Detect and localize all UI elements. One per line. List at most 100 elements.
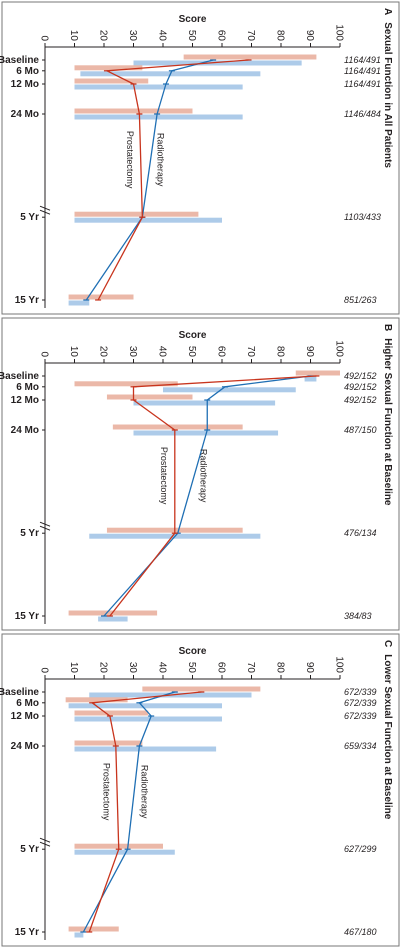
radiotherapy-iqr-band xyxy=(74,849,175,855)
x-tick-label: 12 Mo xyxy=(11,79,39,90)
prostatectomy-iqr-band xyxy=(142,686,261,692)
radiotherapy-iqr-band xyxy=(74,114,243,120)
y-tick-label: 40 xyxy=(157,30,168,42)
y-tick-label: 10 xyxy=(68,30,79,42)
y-tick-label: 10 xyxy=(68,662,79,674)
axis-break-mark xyxy=(39,837,51,843)
prostatectomy-line xyxy=(88,691,202,933)
panel-title: C Lower Sexual Function at Baseline xyxy=(382,640,393,820)
x-tick-label: 5 Yr xyxy=(20,212,39,223)
y-tick-label: 90 xyxy=(304,346,315,358)
panel-letter: C xyxy=(382,640,393,647)
radiotherapy-iqr-band xyxy=(133,400,276,406)
y-tick-label: 40 xyxy=(157,662,168,674)
prostatectomy-iqr-band xyxy=(74,381,178,387)
y-tick-label: 20 xyxy=(98,30,109,42)
y-tick-label: 100 xyxy=(334,24,345,41)
prostatectomy-iqr-band xyxy=(74,78,149,84)
y-axis-label: Score xyxy=(179,646,207,657)
x-tick-label: 6 Mo xyxy=(16,382,39,393)
sample-size-label: 467/180 xyxy=(344,927,377,937)
x-tick-label: Baseline xyxy=(0,371,39,382)
panel-title: B Higher Sexual Function at Baseline xyxy=(382,324,393,506)
y-tick-label: 80 xyxy=(275,662,286,674)
panel-letter: A xyxy=(382,8,393,15)
radiotherapy-iqr-band xyxy=(74,84,243,90)
radiotherapy-iqr-band xyxy=(74,716,222,722)
axis-break-mark xyxy=(39,209,51,215)
x-tick-label: 5 Yr xyxy=(20,528,39,539)
radiotherapy-series-label: Radiotherapy xyxy=(199,449,209,503)
radiotherapy-iqr-band xyxy=(74,932,84,938)
sample-size-label: 672/339 xyxy=(344,711,377,721)
radiotherapy-iqr-band xyxy=(74,217,222,223)
prostatectomy-iqr-band xyxy=(74,65,143,71)
prostatectomy-series-label: Prostatectomy xyxy=(125,131,135,189)
y-tick-label: 50 xyxy=(186,662,197,674)
radiotherapy-iqr-band xyxy=(304,376,317,382)
x-tick-label: 5 Yr xyxy=(20,844,39,855)
x-tick-label: 15 Yr xyxy=(15,927,39,938)
x-tick-label: 15 Yr xyxy=(15,295,39,306)
y-tick-label: 50 xyxy=(186,346,197,358)
x-tick-label: 15 Yr xyxy=(15,611,39,622)
sample-size-label: 492/152 xyxy=(344,395,377,405)
panel-border xyxy=(1,317,400,631)
axis-break-mark xyxy=(39,841,51,847)
panel-title-text: Lower Sexual Function at Baseline xyxy=(382,654,393,819)
x-tick-label: 6 Mo xyxy=(16,698,39,709)
prostatectomy-line xyxy=(97,59,249,301)
radiotherapy-series-label: Radiotherapy xyxy=(156,133,166,187)
x-tick-label: 6 Mo xyxy=(16,66,39,77)
prostatectomy-iqr-band xyxy=(74,740,143,746)
y-tick-label: 0 xyxy=(39,667,50,673)
y-tick-label: 30 xyxy=(127,30,138,42)
y-tick-label: 60 xyxy=(216,346,227,358)
prostatectomy-iqr-band xyxy=(295,370,340,376)
sample-size-label: 384/83 xyxy=(344,611,372,621)
radiotherapy-line xyxy=(103,375,311,617)
radiotherapy-iqr-band xyxy=(74,746,217,752)
sample-size-label: 672/339 xyxy=(344,687,377,697)
y-tick-label: 90 xyxy=(304,30,315,42)
y-tick-label: 30 xyxy=(127,346,138,358)
sample-size-label: 1164/491 xyxy=(344,66,381,76)
sample-size-label: 627/299 xyxy=(344,844,377,854)
sample-size-label: 487/150 xyxy=(344,425,377,435)
radiotherapy-iqr-band xyxy=(68,703,222,709)
x-tick-label: Baseline xyxy=(0,687,39,698)
x-tick-label: 12 Mo xyxy=(11,395,39,406)
radiotherapy-line xyxy=(85,59,214,301)
sample-size-label: 1146/484 xyxy=(344,109,381,119)
x-tick-label: Baseline xyxy=(0,55,39,66)
sample-size-label: 1164/491 xyxy=(344,55,381,65)
y-tick-label: 60 xyxy=(216,30,227,42)
panel-border xyxy=(1,1,400,315)
sample-size-label: 492/152 xyxy=(344,382,377,392)
x-tick-label: 12 Mo xyxy=(11,711,39,722)
prostatectomy-series-label: Prostatectomy xyxy=(159,447,169,505)
prostatectomy-iqr-band xyxy=(74,710,149,716)
sample-size-label: 851/263 xyxy=(344,295,377,305)
y-tick-label: 80 xyxy=(275,30,286,42)
y-tick-label: 20 xyxy=(98,662,109,674)
y-tick-label: 100 xyxy=(334,656,345,673)
prostatectomy-iqr-band xyxy=(183,54,317,60)
radiotherapy-iqr-band xyxy=(68,300,90,306)
radiotherapy-line xyxy=(82,691,175,933)
prostatectomy-iqr-band xyxy=(68,294,134,300)
prostatectomy-iqr-band xyxy=(68,926,119,932)
prostatectomy-line xyxy=(109,375,317,617)
prostatectomy-iqr-band xyxy=(74,108,193,114)
sample-size-label: 672/339 xyxy=(344,698,377,708)
panel-title-text: Higher Sexual Function at Baseline xyxy=(382,338,393,506)
y-tick-label: 70 xyxy=(245,662,256,674)
prostatectomy-iqr-band xyxy=(106,394,193,400)
axis-break-mark xyxy=(39,525,51,531)
y-axis-label: Score xyxy=(179,14,207,25)
panel-border xyxy=(1,633,400,947)
sample-size-label: 659/334 xyxy=(344,741,377,751)
axis-break-mark xyxy=(39,521,51,527)
